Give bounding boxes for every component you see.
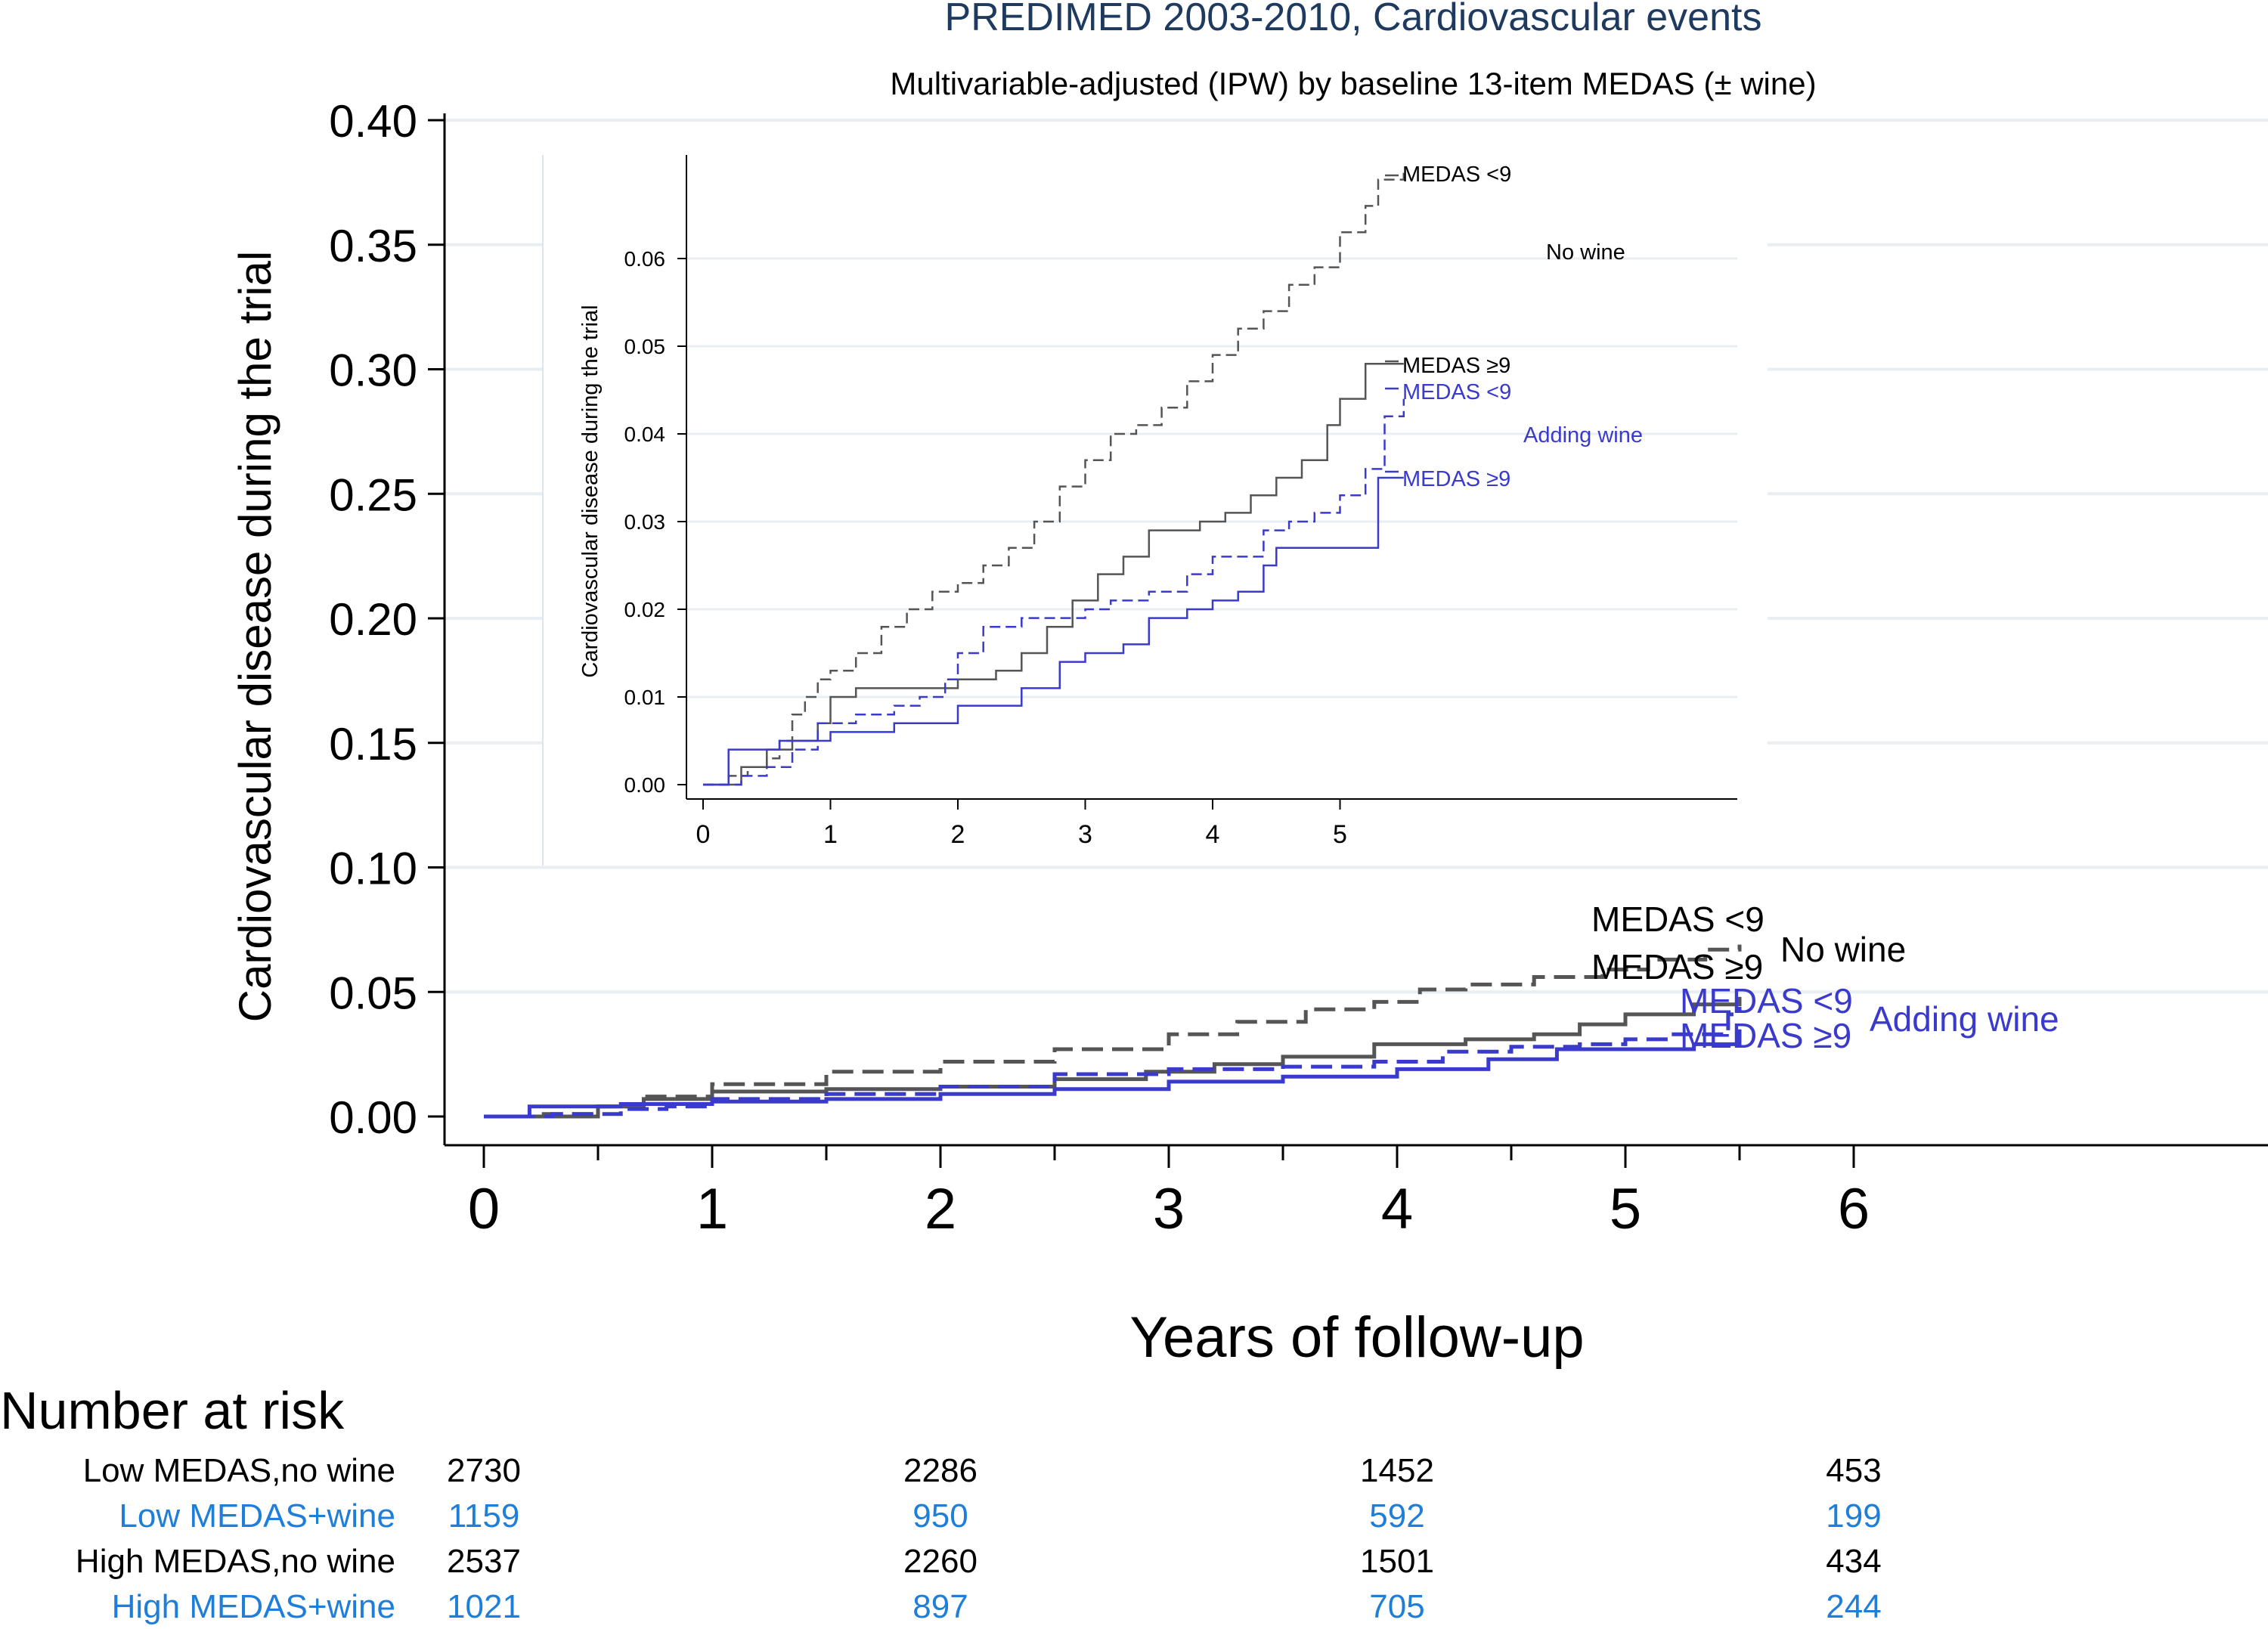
inset-x-tick-label: 4: [1206, 820, 1220, 849]
risk-cell: 2730: [447, 1452, 521, 1489]
main-series-line-wine-lt9: [484, 1007, 1742, 1119]
inset-y-tick-label: 0.00: [624, 773, 666, 797]
risk-cell: 1501: [1360, 1543, 1434, 1580]
main-y-ticks: 0.00 0.05 0.10 0.15 0.20 0.25 0.30 0.35 0.40: [329, 96, 445, 1143]
risk-row-label: Low MEDAS+wine: [119, 1497, 395, 1535]
risk-cell: 592: [1369, 1497, 1424, 1535]
main-x-tick-label: 5: [1610, 1177, 1641, 1241]
inset-label-group-nowine: No wine: [1546, 240, 1625, 265]
inset-y-tick-label: 0.05: [624, 335, 666, 358]
main-label-nowine-medas-ge9: MEDAS ≥9: [1591, 947, 1763, 986]
main-x-tick-label: 6: [1838, 1177, 1870, 1241]
inset-label-nowine-medas-lt9: MEDAS <9: [1402, 163, 1511, 187]
risk-cell: 897: [912, 1588, 968, 1625]
risk-row-label: High MEDAS+wine: [112, 1588, 395, 1625]
risk-row-label: Low MEDAS,no wine: [83, 1452, 395, 1489]
risk-cell: 1021: [447, 1588, 521, 1625]
inset-label-wine-medas-ge9: MEDAS ≥9: [1402, 467, 1510, 491]
main-series-line-nowine-ge9: [484, 996, 1742, 1119]
main-y-tick-label: 0.15: [329, 719, 417, 770]
risk-cell: 199: [1826, 1497, 1881, 1535]
main-y-tick-label: 0.10: [329, 844, 417, 894]
main-label-nowine-medas-lt9: MEDAS <9: [1591, 900, 1765, 939]
inset-series-lines: [703, 171, 1405, 786]
inset-series-line-wine-ge9: [703, 476, 1404, 786]
main-x-tick-label: 1: [696, 1177, 728, 1241]
inset-y-ticks: 0.00 0.01 0.02 0.03 0.04 0.05 0.06: [624, 247, 686, 797]
risk-cell: 434: [1826, 1543, 1881, 1580]
main-x-ticks: 0 1 2 3 4 5 6: [468, 1145, 1870, 1241]
inset-series-line-wine-lt9: [703, 398, 1405, 786]
inset-y-tick-label: 0.06: [624, 247, 666, 271]
risk-cell: 1159: [448, 1497, 520, 1535]
inset-x-tick-label: 1: [823, 820, 838, 849]
main-x-tick-label: 3: [1153, 1177, 1185, 1241]
main-x-tick-label: 2: [925, 1177, 956, 1241]
risk-cell: 453: [1826, 1452, 1881, 1489]
inset-y-tick-label: 0.01: [624, 686, 666, 709]
main-y-tick-label: 0.20: [329, 594, 417, 645]
main-label-wine-medas-ge9: MEDAS ≥9: [1680, 1016, 1851, 1055]
main-y-tick-label: 0.35: [329, 221, 417, 271]
chart-subtitle: Multivariable-adjusted (IPW) by baseline…: [890, 66, 1816, 101]
main-label-group-wine: Adding wine: [1870, 999, 2059, 1039]
risk-cell: 244: [1826, 1588, 1881, 1625]
main-series-line-nowine-lt9: [484, 944, 1742, 1119]
inset-x-tick-label: 3: [1078, 820, 1092, 849]
main-y-axis-label: Cardiovascular disease during the trial: [230, 251, 280, 1023]
risk-cell: 2260: [903, 1543, 978, 1580]
risk-cell: 950: [912, 1497, 968, 1535]
risk-row-label: High MEDAS,no wine: [76, 1543, 395, 1580]
risk-table-heading: Number at risk: [0, 1381, 345, 1440]
inset-label-wine-medas-lt9: MEDAS <9: [1402, 380, 1511, 404]
main-y-tick-label: 0.25: [329, 469, 417, 520]
inset-y-tick-label: 0.03: [624, 510, 666, 534]
main-y-tick-label: 0.30: [329, 345, 417, 396]
main-series-line-wine-ge9: [484, 1029, 1742, 1119]
inset-x-ticks: 0 1 2 3 4 5: [696, 799, 1347, 849]
risk-table: Low MEDAS,no wine 2730 2286 1452 453 Low MEDA…: [76, 1452, 1882, 1625]
inset-y-tick-label: 0.02: [624, 598, 666, 621]
inset-panel: [542, 155, 1768, 866]
risk-cell: 2286: [903, 1452, 978, 1489]
risk-cell: 705: [1369, 1588, 1424, 1625]
inset-label-group-wine: Adding wine: [1523, 423, 1643, 448]
inset-label-nowine-medas-ge9: MEDAS ≥9: [1402, 354, 1510, 378]
inset-x-tick-label: 5: [1333, 820, 1347, 849]
inset-series-line-nowine-lt9: [703, 171, 1405, 786]
main-label-group-nowine: No wine: [1780, 930, 1906, 969]
main-x-tick-label: 4: [1381, 1177, 1413, 1241]
main-x-axis-label: Years of follow-up: [1129, 1305, 1584, 1370]
inset-y-tick-label: 0.04: [624, 423, 666, 446]
chart-title: PREDIMED 2003-2010, Cardiovascular event…: [945, 0, 1762, 39]
risk-cell: 2537: [447, 1543, 521, 1580]
risk-cell: 1452: [1360, 1452, 1434, 1489]
main-series-lines: [484, 944, 1742, 1119]
main-y-tick-label: 0.05: [329, 968, 417, 1018]
main-y-tick-label: 0.00: [329, 1092, 417, 1143]
inset-x-tick-label: 2: [951, 820, 965, 849]
main-y-tick-label: 0.40: [329, 96, 417, 147]
main-x-tick-label: 0: [468, 1177, 500, 1241]
main-label-wine-medas-lt9: MEDAS <9: [1680, 981, 1853, 1020]
inset-x-tick-label: 0: [696, 820, 711, 849]
inset-y-axis-label: Cardiovascular disease during the trial: [578, 305, 603, 677]
